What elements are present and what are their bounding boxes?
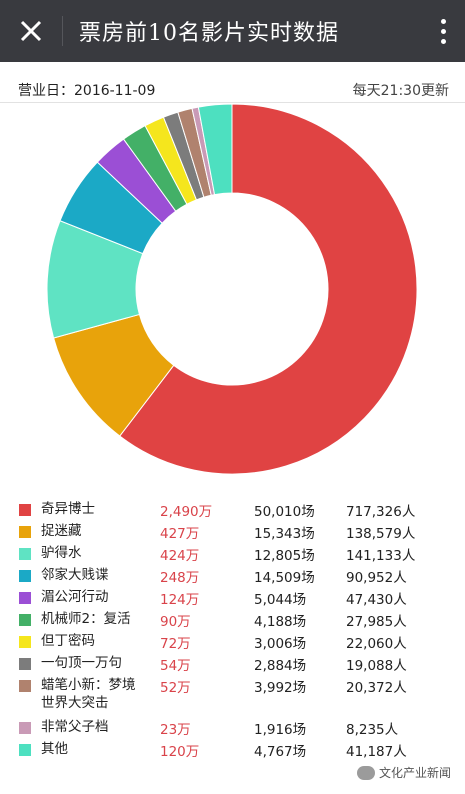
- watermark-text: 文化产业新闻: [378, 766, 451, 780]
- movie-name: 非常父子档: [41, 719, 109, 735]
- screenings-value: 3,992场: [254, 680, 307, 696]
- attendance-value: 90,952人: [346, 570, 407, 586]
- screenings-value: 2,884场: [254, 658, 307, 674]
- legend-swatch: [19, 570, 31, 582]
- box-office-value: 124万: [160, 592, 200, 608]
- movie-name: 一句顶一万句: [41, 655, 122, 671]
- legend-swatch: [19, 722, 31, 734]
- movie-name: 湄公河行动: [41, 589, 109, 605]
- slice-1: [119, 103, 418, 475]
- legend-swatch: [19, 614, 31, 626]
- box-office-value: 248万: [160, 570, 200, 586]
- more-options-button[interactable]: [421, 0, 465, 62]
- attendance-value: 138,579人: [346, 526, 416, 542]
- table-row: 蜡笔小新：梦境 世界大突击 52万 3,992场 20,372人: [0, 676, 465, 711]
- attendance-value: 41,187人: [346, 744, 407, 760]
- screenings-value: 14,509场: [254, 570, 315, 586]
- screenings-value: 4,188场: [254, 614, 307, 630]
- table-row: 但丁密码 72万 3,006场 22,060人: [0, 632, 465, 654]
- attendance-value: 717,326人: [346, 504, 416, 520]
- movie-name: 邻家大贱谍: [41, 567, 109, 583]
- legend-swatch: [19, 658, 31, 670]
- legend-swatch: [19, 744, 31, 756]
- close-icon: [20, 20, 42, 42]
- screenings-value: 4,767场: [254, 744, 307, 760]
- table-row: 其他 120万 4,767场 41,187人: [0, 740, 465, 762]
- screenings-value: 50,010场: [254, 504, 315, 520]
- box-office-value: 72万: [160, 636, 191, 652]
- attendance-value: 19,088人: [346, 658, 407, 674]
- donut-chart: [46, 103, 418, 475]
- box-office-value: 120万: [160, 744, 200, 760]
- movie-name: 机械师2：复活: [41, 611, 131, 627]
- table-row: 邻家大贱谍 248万 14,509场 90,952人: [0, 566, 465, 588]
- watermark: 文化产业新闻: [356, 764, 451, 781]
- movie-name: 捉迷藏: [41, 523, 82, 539]
- screenings-value: 12,805场: [254, 548, 315, 564]
- legend-swatch: [19, 526, 31, 538]
- attendance-value: 141,133人: [346, 548, 416, 564]
- screenings-value: 1,916场: [254, 722, 307, 738]
- box-office-value: 427万: [160, 526, 200, 542]
- info-row: 营业日：2016-11-09 每天21:30更新: [0, 62, 465, 103]
- box-office-value: 2,490万: [160, 504, 213, 520]
- more-vertical-icon: [440, 18, 446, 24]
- box-office-value: 52万: [160, 680, 191, 696]
- movie-name: 其他: [41, 741, 68, 757]
- legend-swatch: [19, 592, 31, 604]
- movie-name: 但丁密码: [41, 633, 95, 649]
- page-title: 票房前10名影片实时数据: [79, 21, 339, 46]
- legend-swatch: [19, 504, 31, 516]
- update-note: 每天21:30更新: [352, 83, 449, 99]
- box-office-value: 90万: [160, 614, 191, 630]
- table-row: 一句顶一万句 54万 2,884场 19,088人: [0, 654, 465, 676]
- table-row: 捉迷藏 427万 15,343场 138,579人: [0, 522, 465, 544]
- attendance-value: 8,235人: [346, 722, 399, 738]
- box-office-value: 54万: [160, 658, 191, 674]
- screenings-value: 3,006场: [254, 636, 307, 652]
- close-button[interactable]: [0, 0, 62, 62]
- movie-name: 蜡笔小新：梦境 世界大突击: [41, 677, 136, 711]
- box-office-value: 424万: [160, 548, 200, 564]
- box-office-value: 23万: [160, 722, 191, 738]
- table-row: 湄公河行动 124万 5,044场 47,430人: [0, 588, 465, 610]
- top-bar: 票房前10名影片实时数据: [0, 0, 465, 62]
- screenings-value: 5,044场: [254, 592, 307, 608]
- attendance-value: 27,985人: [346, 614, 407, 630]
- table-row: 非常父子档 23万 1,916场 8,235人: [0, 718, 465, 740]
- attendance-value: 22,060人: [346, 636, 407, 652]
- header-divider: [62, 16, 63, 46]
- wechat-icon: [356, 765, 375, 780]
- screenings-value: 15,343场: [254, 526, 315, 542]
- table-row: 奇异博士 2,490万 50,010场 717,326人: [0, 500, 465, 522]
- table-row: 驴得水 424万 12,805场 141,133人: [0, 544, 465, 566]
- attendance-value: 20,372人: [346, 680, 407, 696]
- movie-name: 奇异博士: [41, 501, 95, 517]
- attendance-value: 47,430人: [346, 592, 407, 608]
- movie-name: 驴得水: [41, 545, 82, 561]
- table-row: 机械师2：复活 90万 4,188场 27,985人: [0, 610, 465, 632]
- legend-swatch: [19, 680, 31, 692]
- business-date: 营业日：2016-11-09: [18, 83, 156, 99]
- legend-swatch: [19, 636, 31, 648]
- slice-11: [197, 103, 233, 196]
- legend-swatch: [19, 548, 31, 560]
